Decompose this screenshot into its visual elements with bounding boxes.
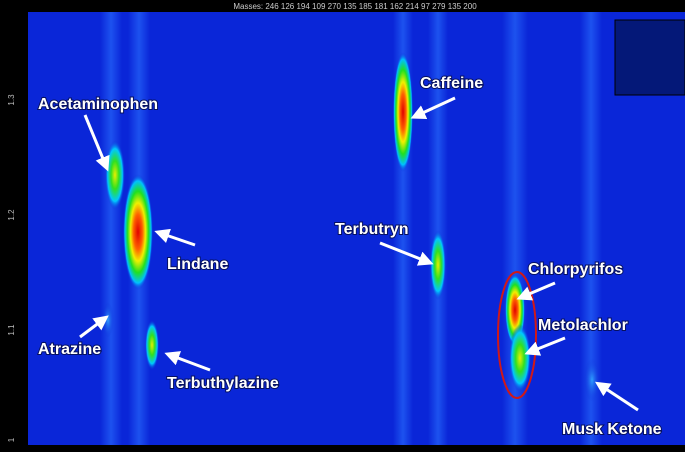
arrows	[79, 96, 639, 412]
compound-label: Metolachlor	[538, 317, 628, 334]
y-tick-label: 1	[7, 437, 16, 442]
compound-label: Caffeine	[420, 75, 483, 92]
inset	[614, 19, 685, 96]
header-bar	[0, 0, 685, 12]
y-axis: 1.3 1.2 1.1 1	[7, 94, 16, 442]
compound-labels: Acetaminophen Lindane Atrazine Terbuthyl…	[37, 74, 663, 439]
y-tick-label: 1.3	[7, 94, 16, 106]
compound-label: Musk Ketone	[562, 421, 662, 438]
compound-label: Lindane	[167, 256, 228, 273]
y-tick-label: 1.1	[7, 324, 16, 336]
peaks	[102, 52, 600, 402]
compound-label: Terbutryn	[335, 221, 408, 238]
highlight-ellipse	[497, 271, 537, 399]
compound-label: Terbuthylazine	[167, 375, 279, 392]
compound-label: Atrazine	[38, 341, 101, 358]
masses-header: Masses: 246 126 194 109 270 135 185 181 …	[233, 2, 477, 11]
compound-label: Acetaminophen	[38, 96, 158, 113]
compound-label: Chlorpyrifos	[528, 261, 623, 278]
y-tick-label: 1.2	[7, 209, 16, 221]
